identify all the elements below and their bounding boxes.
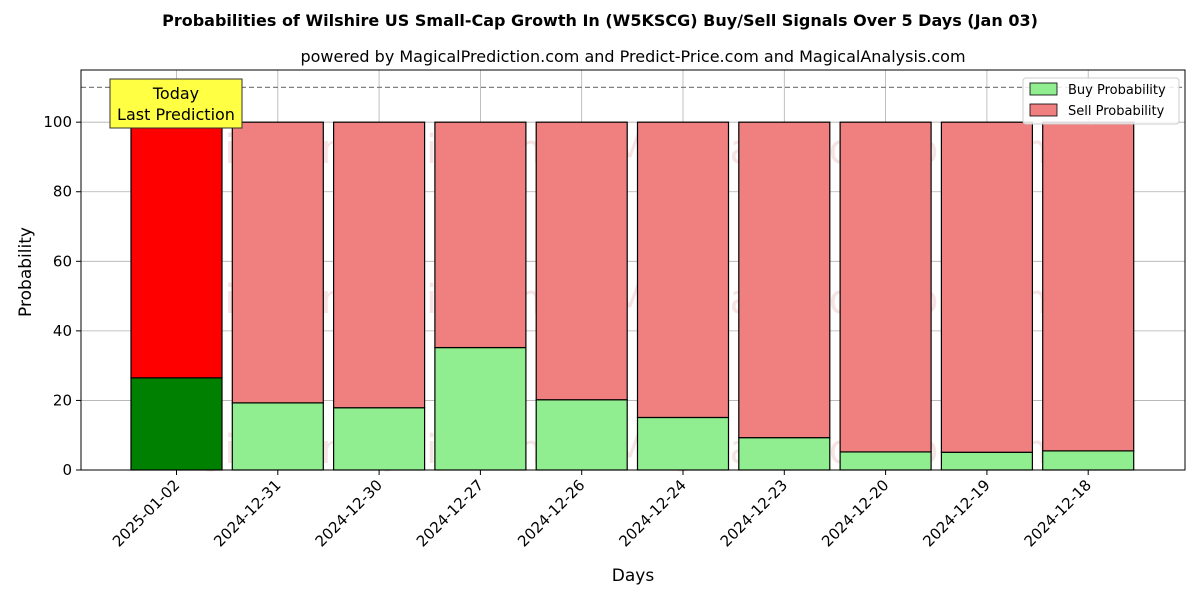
sell-bar	[940, 121, 1034, 453]
sell-bar	[738, 121, 831, 439]
annotation-line1: Today	[152, 84, 199, 103]
buy-bar	[231, 402, 324, 471]
sell-bar	[535, 121, 628, 401]
sell-bar	[839, 121, 932, 453]
buy-bar	[940, 451, 1034, 471]
y-tick-label: 0	[62, 461, 72, 479]
buy-bar	[333, 407, 426, 471]
plot-frame	[80, 69, 1186, 471]
buy-bar	[839, 451, 932, 471]
y-tick-label: 60	[53, 252, 72, 270]
sell-bar	[130, 121, 223, 379]
bars	[130, 121, 1135, 471]
legend: Buy Probability Sell Probability	[1022, 77, 1180, 125]
annotation-box	[109, 78, 243, 129]
chart-subtitle: powered by MagicalPrediction.com and Pre…	[300, 47, 965, 66]
legend-swatch-buy	[1029, 82, 1058, 96]
sell-bar	[1042, 121, 1135, 452]
sell-bar	[636, 121, 730, 419]
buy-bar	[535, 399, 628, 471]
sell-bar	[434, 121, 527, 349]
legend-label-sell: Sell Probability	[1068, 104, 1165, 119]
y-tick-label: 20	[53, 391, 72, 409]
buy-bar	[434, 346, 527, 471]
buy-bar	[738, 437, 831, 471]
buy-bar	[130, 377, 223, 471]
y-axis-label: Probability	[16, 227, 36, 317]
legend-box	[1022, 77, 1180, 125]
y-tick-label: 40	[53, 322, 72, 340]
y-tick-label: 80	[53, 183, 72, 201]
legend-label-buy: Buy Probability	[1068, 83, 1166, 98]
sell-bar	[333, 121, 426, 409]
annotation-line2: Last Prediction	[117, 105, 235, 124]
legend-swatch-sell	[1029, 103, 1058, 117]
today-annotation: Today Last Prediction	[109, 78, 243, 129]
buy-bar	[1042, 450, 1135, 471]
chart-title: Probabilities of Wilshire US Small-Cap G…	[162, 11, 1038, 30]
y-tick-label: 100	[43, 113, 72, 131]
buy-bar	[636, 416, 730, 471]
x-axis-label: Days	[612, 566, 655, 586]
sell-bar	[231, 121, 324, 404]
